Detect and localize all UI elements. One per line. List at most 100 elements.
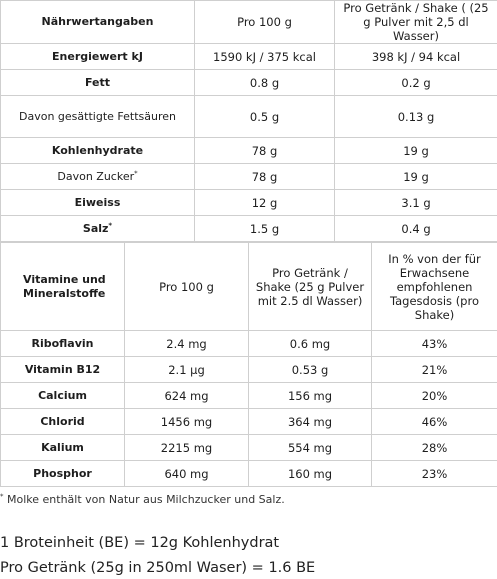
nutrition-per100-text: 0.5 g xyxy=(249,109,280,124)
nutrition-per100: 1.5 g xyxy=(194,215,335,242)
nutrition-per100: 12 g xyxy=(194,189,335,216)
nutrition-label: Eiweiss xyxy=(0,189,195,216)
nutrition-row: Salz* 1.5 g 0.4 g xyxy=(0,215,497,242)
nutrition-label: Salz* xyxy=(0,215,195,242)
nutrition-shake: 19 g xyxy=(334,163,497,190)
vitamins-shake-text: 160 mg xyxy=(287,466,333,481)
vitamins-header-per100-text: Pro 100 g xyxy=(159,279,214,294)
nutrition-per100: 0.5 g xyxy=(194,95,335,138)
vitamins-label: Chlorid xyxy=(0,408,125,435)
vitamins-header-pct: In % von der für Erwachsene empfohlenen … xyxy=(371,242,497,331)
vitamins-minerals-table: Vitamine und Mineralstoffe Pro 100 g Pro G… xyxy=(0,242,497,487)
nutrition-shake-text: 0.4 g xyxy=(401,221,431,236)
vitamins-label: Kalium xyxy=(0,434,125,461)
nutrition-shake: 398 kJ / 94 kcal xyxy=(334,43,497,70)
nutrition-label: Davon gesättigte Fettsäuren xyxy=(0,95,195,138)
vitamins-header-pct-text: In % von der für Erwachsene empfohlenen … xyxy=(388,251,481,322)
vitamins-shake: 0.6 mg xyxy=(248,330,372,357)
nutrition-shake: 0.13 g xyxy=(334,95,497,138)
nutrition-label-text: Kohlenhydrate xyxy=(51,143,144,157)
vitamins-shake: 554 mg xyxy=(248,434,372,461)
vitamins-pct: 20% xyxy=(371,382,497,409)
vitamins-header-row: Vitamine und Mineralstoffe Pro 100 g Pro G… xyxy=(0,242,497,331)
nutrition-header-per100-text: Pro 100 g xyxy=(237,15,292,29)
vitamins-header-label-text: Vitamine und Mineralstoffe xyxy=(23,272,106,300)
vitamins-label: Riboflavin xyxy=(0,330,125,357)
vitamins-row: Kalium 2215 mg 554 mg 28% xyxy=(0,434,497,461)
nutrition-row: Kohlenhydrate 78 g 19 g xyxy=(0,137,497,164)
nutrition-label-text: Energiewert kJ xyxy=(52,49,143,63)
nutrition-label: Davon Zucker* xyxy=(0,163,195,190)
vitamins-label-text: Kalium xyxy=(41,440,84,454)
vitamins-per100: 640 mg xyxy=(124,460,249,487)
nutrition-per100-text: 0.8 g xyxy=(249,75,280,90)
nutrition-header-per100: Pro 100 g xyxy=(194,0,335,44)
nutrition-row: Fett 0.8 g 0.2 g xyxy=(0,69,497,96)
nutrition-per100-text: 1.5 g xyxy=(249,221,280,236)
nutrition-per100: 78 g xyxy=(194,163,335,190)
vitamins-per100: 2.1 µg xyxy=(124,356,249,383)
vitamins-pct-text: 20% xyxy=(421,388,448,403)
nutrition-shake-text: 3.1 g xyxy=(401,195,431,210)
vitamins-row: Riboflavin 2.4 mg 0.6 mg 43% xyxy=(0,330,497,357)
nutrition-header-shake: Pro Getränk / Shake ( (25 g Pulver mit 2… xyxy=(334,0,497,44)
nutrition-header-label: Nährwertangaben xyxy=(0,0,195,44)
vitamins-header-label: Vitamine und Mineralstoffe xyxy=(0,242,125,331)
nutrition-per100-text: 12 g xyxy=(251,195,278,210)
vitamins-shake-text: 0.53 g xyxy=(291,362,329,377)
vitamins-shake-text: 156 mg xyxy=(287,388,333,403)
nutrition-label-text: Fett xyxy=(84,75,111,89)
nutrition-shake-text: 19 g xyxy=(403,143,429,158)
vitamins-row: Chlorid 1456 mg 364 mg 46% xyxy=(0,408,497,435)
vitamins-pct-text: 23% xyxy=(421,466,448,481)
vitamins-pct-text: 21% xyxy=(421,362,448,377)
nutrition-header-row: Nährwertangaben Pro 100 g Pro Getränk / Sh… xyxy=(0,0,497,44)
nutrition-per100-text: 78 g xyxy=(251,143,278,158)
vitamins-per100: 2.4 mg xyxy=(124,330,249,357)
nutrition-label-text: Davon Zucker xyxy=(57,169,135,183)
footnote-ref: * xyxy=(108,220,113,229)
vitamins-per100: 624 mg xyxy=(124,382,249,409)
vitamins-row: Calcium 624 mg 156 mg 20% xyxy=(0,382,497,409)
vitamins-per100-text: 2215 mg xyxy=(160,440,213,455)
vitamins-pct: 21% xyxy=(371,356,497,383)
vitamins-shake: 0.53 g xyxy=(248,356,372,383)
footnote-text: Molke enthält von Natur aus Milchzucker … xyxy=(3,493,285,506)
vitamins-header-per100: Pro 100 g xyxy=(124,242,249,331)
vitamins-header-shake-text: Pro Getränk / Shake (25 g Pulver mit 2.5… xyxy=(255,265,365,308)
vitamins-shake: 364 mg xyxy=(248,408,372,435)
nutrition-label-text: Davon gesättigte Fettsäuren xyxy=(19,109,176,123)
vitamins-pct-text: 28% xyxy=(421,440,448,455)
nutrition-label: Fett xyxy=(0,69,195,96)
nutrition-shake: 0.4 g xyxy=(334,215,497,242)
nutrition-shake: 3.1 g xyxy=(334,189,497,216)
nutrition-label-text: Salz xyxy=(82,221,109,235)
nutrition-shake: 19 g xyxy=(334,137,497,164)
nutrition-row: Eiweiss 12 g 3.1 g xyxy=(0,189,497,216)
vitamins-per100: 1456 mg xyxy=(124,408,249,435)
vitamins-pct: 28% xyxy=(371,434,497,461)
nutrition-label: Energiewert kJ xyxy=(0,43,195,70)
nutrition-shake-text: 0.2 g xyxy=(401,75,431,90)
vitamins-label: Vitamin B12 xyxy=(0,356,125,383)
nutrition-table: Nährwertangaben Pro 100 g Pro Getränk / Sh… xyxy=(0,0,497,242)
nutrition-per100: 78 g xyxy=(194,137,335,164)
bread-unit-per-drink: Pro Getränk (25g in 250ml Waser) = 1.6 B… xyxy=(0,560,316,576)
vitamins-shake-text: 554 mg xyxy=(287,440,333,455)
vitamins-row: Vitamin B12 2.1 µg 0.53 g 21% xyxy=(0,356,497,383)
footnote: * Molke enthält von Natur aus Milchzucke… xyxy=(0,493,285,507)
nutrition-shake-text: 0.13 g xyxy=(397,109,435,124)
vitamins-label: Phosphor xyxy=(0,460,125,487)
vitamins-shake-text: 0.6 mg xyxy=(289,336,331,351)
vitamins-label-text: Chlorid xyxy=(40,414,85,428)
vitamins-per100-text: 2.4 mg xyxy=(166,336,207,351)
vitamins-per100: 2215 mg xyxy=(124,434,249,461)
vitamins-header-shake: Pro Getränk / Shake (25 g Pulver mit 2.5… xyxy=(248,242,372,331)
vitamins-label-text: Riboflavin xyxy=(31,336,94,350)
vitamins-label-text: Phosphor xyxy=(33,466,92,480)
nutrition-header-label-text: Nährwertangaben xyxy=(41,15,154,28)
nutrition-shake-text: 398 kJ / 94 kcal xyxy=(371,49,461,64)
vitamins-pct-text: 43% xyxy=(421,336,448,351)
nutrition-row: Davon Zucker* 78 g 19 g xyxy=(0,163,497,190)
vitamins-pct: 43% xyxy=(371,330,497,357)
